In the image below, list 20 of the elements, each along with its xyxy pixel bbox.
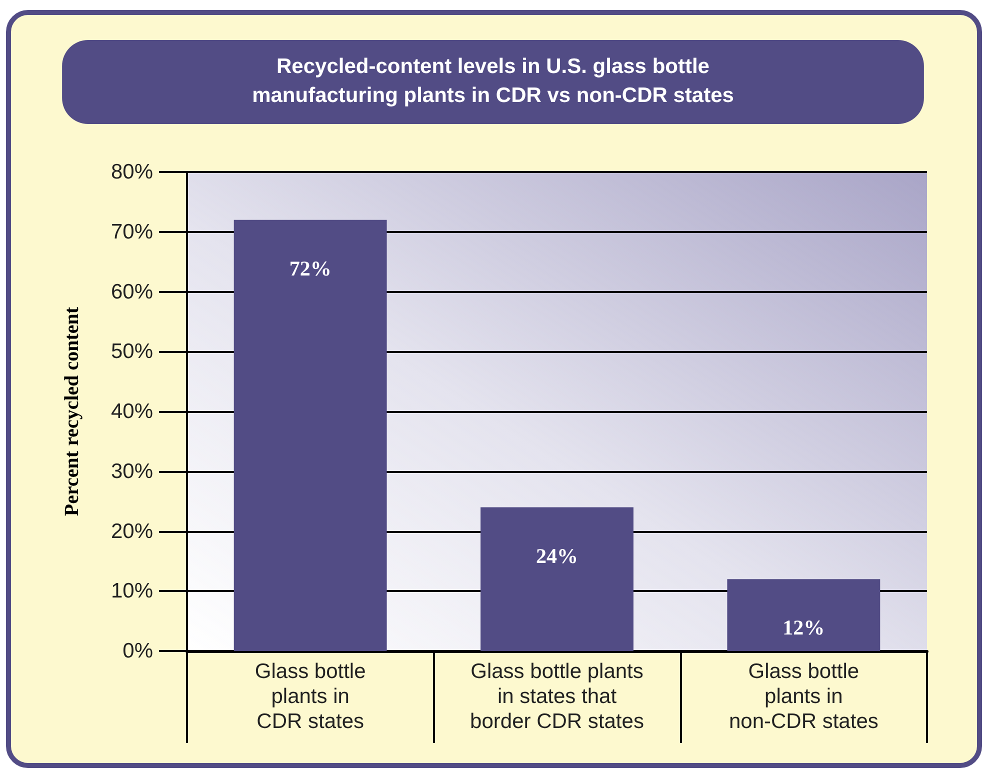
y-axis-title: Percent recycled content bbox=[61, 306, 83, 516]
data-label: 72% bbox=[289, 256, 332, 280]
y-tick-label: 30% bbox=[110, 460, 153, 483]
y-tick-label: 20% bbox=[110, 520, 153, 543]
x-tick-label: Glass bottle plants in non-CDR states bbox=[728, 660, 878, 733]
bar bbox=[234, 220, 387, 651]
y-tick-label: 0% bbox=[122, 640, 153, 662]
y-tick-label: 50% bbox=[110, 340, 153, 364]
y-tick-label: 40% bbox=[110, 400, 153, 423]
y-tick-label: 70% bbox=[110, 220, 153, 244]
y-tick-label: 10% bbox=[110, 580, 153, 603]
y-tick-label: 60% bbox=[110, 280, 153, 304]
y-tick-label: 80% bbox=[110, 160, 153, 184]
data-label: 24% bbox=[536, 544, 578, 568]
bar bbox=[727, 579, 880, 651]
data-label: 12% bbox=[782, 616, 825, 640]
bar bbox=[480, 507, 634, 651]
x-tick-label: Glass bottle plants in CDR states bbox=[254, 660, 366, 733]
chart-title: Recycled-content levels in U.S. glass bottle manufacturing plants in CDR vs non-CDR states bbox=[252, 55, 734, 107]
x-tick-label: Glass bottle plants in states that border CDR states bbox=[470, 660, 644, 733]
